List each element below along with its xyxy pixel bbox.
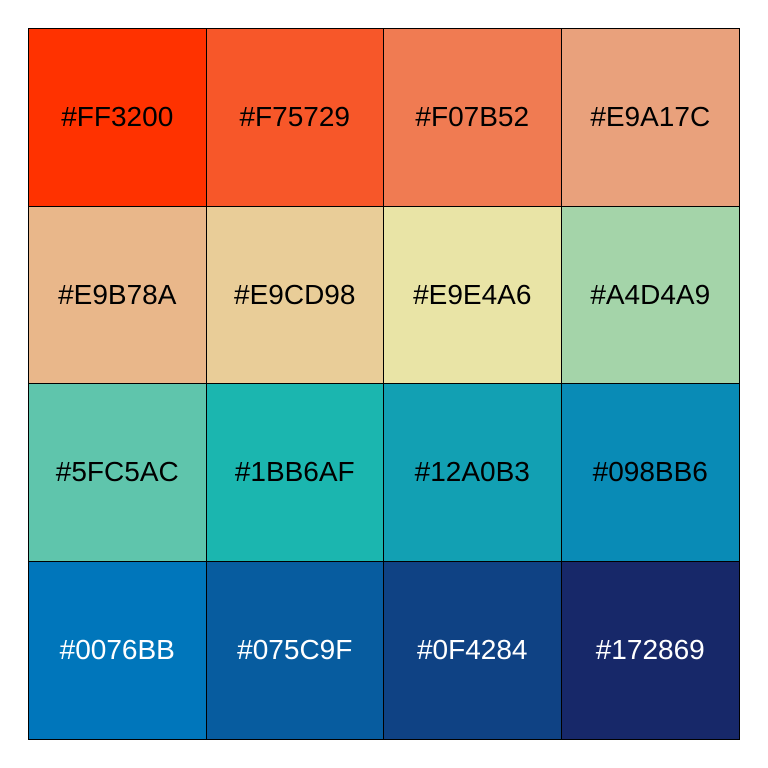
- color-swatch: #5FC5AC: [29, 384, 207, 562]
- swatch-hex-label: #172869: [595, 634, 705, 666]
- color-swatch: #075C9F: [206, 561, 384, 739]
- swatch-hex-label: #E9B78A: [58, 278, 177, 310]
- color-swatch: #E9A17C: [561, 29, 739, 207]
- swatch-hex-label: #E9E4A6: [413, 278, 532, 310]
- swatch-hex-label: #F75729: [239, 101, 351, 133]
- color-swatch: #E9CD98: [206, 206, 384, 384]
- swatch-hex-label: #075C9F: [237, 634, 353, 666]
- color-swatch: #0076BB: [29, 561, 207, 739]
- swatch-hex-label: #098BB6: [592, 456, 708, 488]
- color-swatch: #098BB6: [561, 384, 739, 562]
- color-swatch: #0F4284: [384, 561, 562, 739]
- color-swatch: #E9E4A6: [384, 206, 562, 384]
- swatch-hex-label: #12A0B3: [414, 456, 530, 488]
- color-swatch: #172869: [561, 561, 739, 739]
- swatch-hex-label: #5FC5AC: [55, 456, 179, 488]
- color-palette-grid: #FF3200 #F75729 #F07B52 #E9A17C #E9B78A …: [28, 28, 740, 740]
- swatch-hex-label: #0076BB: [59, 634, 175, 666]
- swatch-hex-label: #F07B52: [415, 101, 530, 133]
- color-swatch: #FF3200: [29, 29, 207, 207]
- swatch-hex-label: #0F4284: [416, 634, 528, 666]
- swatch-hex-label: #E9A17C: [590, 101, 711, 133]
- color-swatch: #1BB6AF: [206, 384, 384, 562]
- swatch-hex-label: #1BB6AF: [234, 456, 355, 488]
- color-swatch: #E9B78A: [29, 206, 207, 384]
- color-swatch: #12A0B3: [384, 384, 562, 562]
- swatch-hex-label: #E9CD98: [234, 278, 356, 310]
- swatch-hex-label: #A4D4A9: [590, 278, 711, 310]
- color-swatch: #A4D4A9: [561, 206, 739, 384]
- color-swatch: #F07B52: [384, 29, 562, 207]
- color-swatch: #F75729: [206, 29, 384, 207]
- swatch-hex-label: #FF3200: [61, 101, 174, 133]
